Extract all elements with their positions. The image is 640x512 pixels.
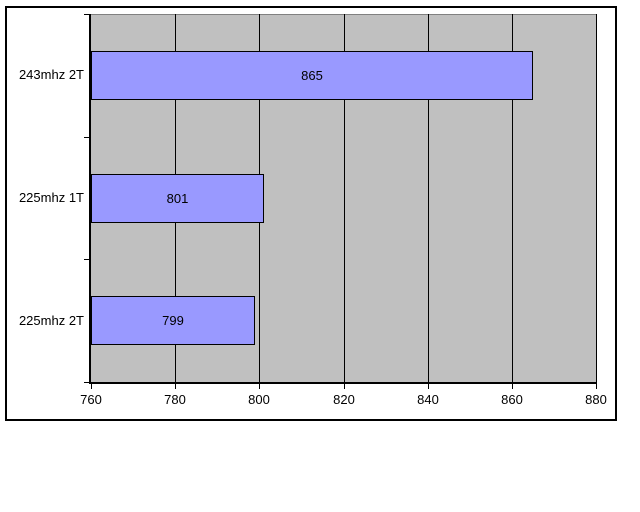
bar-225mhz-2t xyxy=(91,296,255,345)
category-label: 225mhz 1T xyxy=(18,190,84,205)
gridline xyxy=(512,14,513,382)
x-axis-tick xyxy=(344,384,345,389)
category-label: 243mhz 2T xyxy=(18,67,84,82)
bar-value-label: 801 xyxy=(166,191,189,206)
bar-value-label: 865 xyxy=(301,68,323,83)
x-axis-tick-label: 820 xyxy=(333,392,355,407)
x-axis-tick xyxy=(259,384,260,389)
x-axis-tick-label: 780 xyxy=(164,392,186,407)
y-axis-tick xyxy=(84,259,90,260)
x-axis-tick-label: 840 xyxy=(417,392,439,407)
bar-243mhz-2t xyxy=(91,51,533,100)
x-axis-tick-label: 860 xyxy=(501,392,523,407)
y-axis-tick xyxy=(84,137,90,138)
x-axis-tick-label: 760 xyxy=(80,392,102,407)
gridline xyxy=(428,14,429,382)
y-axis-tick xyxy=(84,14,90,15)
x-axis-tick-label: 800 xyxy=(248,392,270,407)
x-axis-tick-label: 880 xyxy=(585,392,607,407)
y-axis-tick xyxy=(84,382,90,383)
x-axis-tick xyxy=(175,384,176,389)
x-axis-tick xyxy=(91,384,92,389)
category-label: 225mhz 2T xyxy=(18,313,84,328)
x-axis-line xyxy=(89,382,597,384)
gridline xyxy=(596,14,597,382)
gridline xyxy=(344,14,345,382)
bar-225mhz-1t xyxy=(91,174,264,223)
x-axis-tick xyxy=(512,384,513,389)
x-axis-tick xyxy=(428,384,429,389)
y-axis-line xyxy=(89,14,91,384)
bar-value-label: 799 xyxy=(162,313,184,328)
x-axis-tick xyxy=(596,384,597,389)
